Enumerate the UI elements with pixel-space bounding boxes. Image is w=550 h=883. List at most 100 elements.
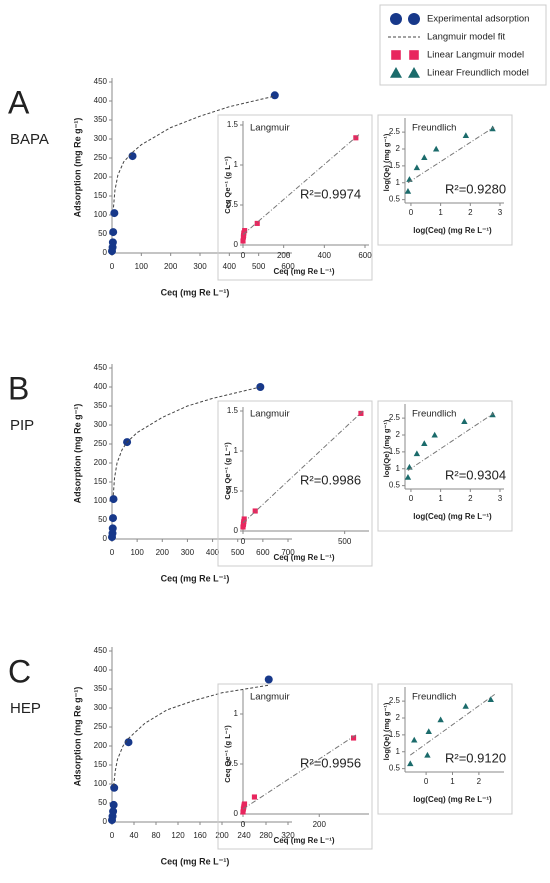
y-axis-title: log(Qe) (mg g⁻¹)	[382, 419, 391, 477]
fit-line	[407, 412, 495, 471]
x-tick-label: 0	[241, 820, 246, 829]
legend-marker	[409, 50, 419, 60]
y-tick-label: 0.5	[389, 195, 401, 204]
x-tick-label: 200	[313, 820, 327, 829]
y-tick-label: 0.5	[389, 764, 401, 773]
x-tick-label: 1	[450, 777, 455, 786]
x-tick-label: 320	[281, 831, 295, 840]
y-tick-label: 1.5	[389, 730, 401, 739]
inset-frame	[377, 400, 513, 532]
legend-marker	[408, 67, 420, 78]
point	[108, 524, 117, 533]
point	[487, 696, 494, 702]
point	[406, 463, 413, 470]
y-tick-label: 1.5	[389, 161, 401, 170]
x-tick-label: 0	[110, 548, 115, 557]
x-tick-label: 1	[438, 208, 443, 217]
x-tick-label: 500	[231, 548, 245, 557]
x-tick-label: 400	[223, 262, 237, 271]
y-tick-label: 100	[94, 496, 108, 505]
y-tick-label: 400	[94, 665, 108, 674]
fit-line	[242, 134, 360, 235]
point	[404, 473, 412, 480]
x-tick-label: 0	[241, 537, 246, 546]
point	[406, 176, 413, 182]
x-tick-label: 600	[256, 548, 270, 557]
y-tick-label: 200	[94, 458, 108, 467]
point	[437, 716, 444, 723]
y-tick-label: 2	[396, 144, 401, 153]
y-tick-label: 1.5	[227, 406, 239, 415]
y-tick-label: 450	[94, 77, 108, 86]
y-tick-label: 350	[94, 115, 108, 124]
r-squared: R²=0.9120	[445, 750, 506, 765]
y-tick-label: 2	[396, 430, 401, 439]
y-tick-label: 1.5	[389, 447, 401, 456]
y-tick-label: 300	[94, 420, 108, 429]
y-tick-label: 100	[94, 210, 108, 219]
y-tick-label: 0	[103, 534, 108, 543]
y-tick-label: 0	[103, 248, 108, 257]
y-tick-label: 250	[94, 153, 108, 162]
point	[110, 209, 119, 218]
point	[109, 514, 118, 523]
y-tick-label: 0.5	[227, 759, 239, 768]
point	[124, 738, 133, 747]
x-tick-label: 0	[241, 251, 246, 260]
y-axis-title: log(Qe) (mg g⁻¹)	[382, 133, 391, 191]
x-axis-title: log(Ceq) (mg Re L⁻¹)	[413, 512, 492, 521]
panel-name: HEP	[10, 700, 41, 717]
x-axis-title: Ceq (mg Re L⁻¹)	[273, 553, 334, 562]
point	[413, 450, 421, 457]
y-tick-label: 150	[94, 760, 108, 769]
inset-title: Langmuir	[250, 123, 290, 134]
point	[421, 154, 428, 160]
legend-marker	[390, 67, 402, 78]
y-tick-label: 350	[94, 684, 108, 693]
r-squared: R²=0.9974	[300, 186, 361, 201]
point	[254, 220, 260, 226]
y-axis-title: Adsorption (mg Re g⁻¹)	[72, 404, 82, 504]
y-tick-label: 250	[94, 439, 108, 448]
x-tick-label: 80	[152, 831, 161, 840]
inset-frame	[377, 683, 513, 815]
y-tick-label: 1	[396, 178, 401, 187]
y-tick-label: 0	[234, 526, 239, 535]
legend-marker	[390, 13, 402, 25]
y-tick-label: 50	[98, 798, 107, 807]
panel-letter: A	[8, 84, 30, 120]
point	[462, 132, 470, 139]
legend-marker	[408, 13, 420, 25]
x-axis-title: Ceq (mg Re L⁻¹)	[273, 836, 334, 845]
point	[109, 228, 118, 237]
panel-letter: B	[8, 370, 29, 406]
y-tick-label: 150	[94, 191, 108, 200]
x-tick-label: 500	[338, 537, 352, 546]
inset-title: Freundlich	[412, 692, 456, 703]
inset-frame	[217, 683, 373, 850]
y-axis-title: Adsorption (mg Re g⁻¹)	[72, 687, 82, 787]
point	[264, 675, 273, 684]
x-tick-label: 0	[110, 262, 115, 271]
point	[241, 516, 247, 522]
y-tick-label: 200	[94, 741, 108, 750]
y-tick-label: 1	[396, 747, 401, 756]
fit-line	[113, 684, 269, 786]
fit-line	[112, 386, 261, 496]
point	[108, 238, 117, 247]
x-tick-label: 300	[181, 548, 195, 557]
point	[109, 807, 118, 816]
x-tick-label: 100	[130, 548, 144, 557]
x-axis-title: log(Ceq) (mg Re L⁻¹)	[413, 226, 492, 235]
y-tick-label: 0.5	[389, 481, 401, 490]
point	[242, 228, 248, 234]
point	[270, 91, 279, 100]
point	[462, 702, 469, 709]
x-tick-label: 700	[281, 548, 295, 557]
x-axis-title: Ceq (mg Re L⁻¹)	[161, 287, 230, 297]
y-tick-label: 0	[103, 817, 108, 826]
y-tick-label: 0	[234, 809, 239, 818]
x-tick-label: 160	[193, 831, 207, 840]
x-tick-label: 3	[498, 208, 503, 217]
point	[411, 736, 418, 743]
